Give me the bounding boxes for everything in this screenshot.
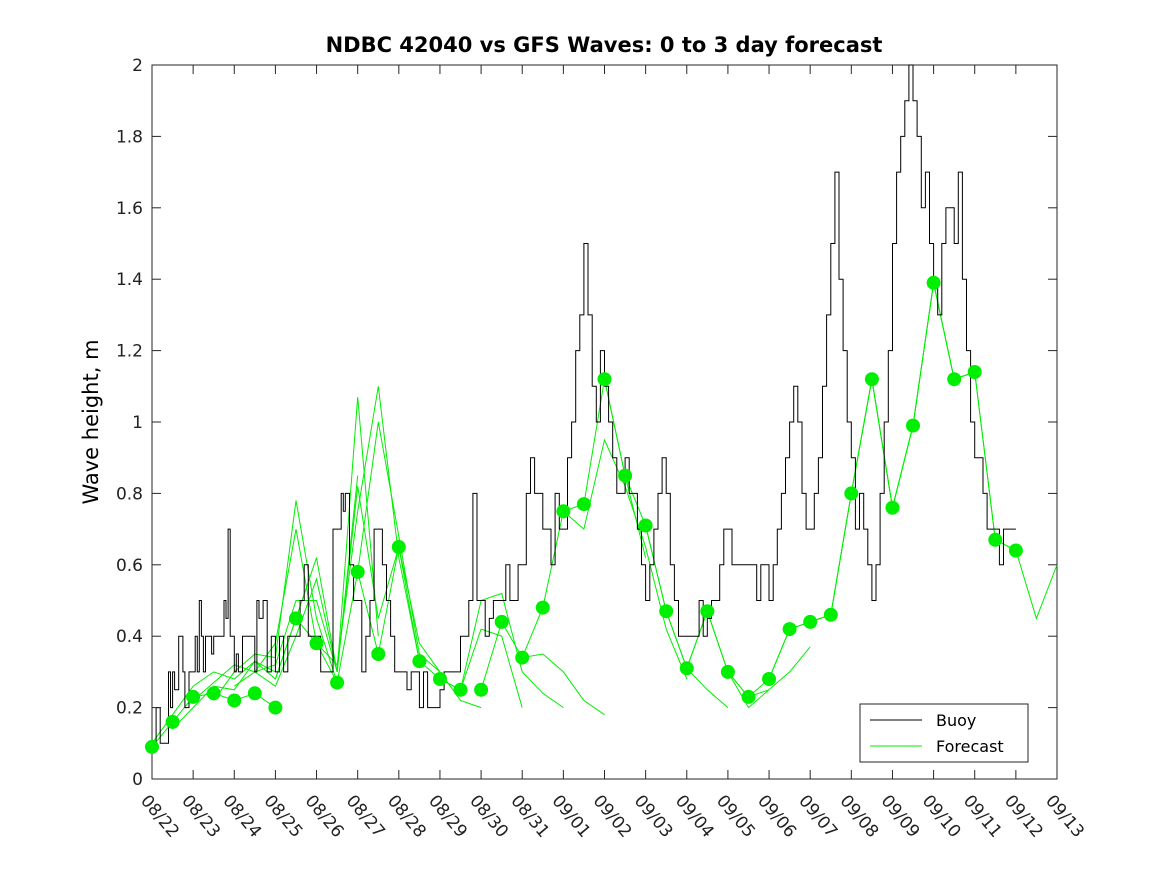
plot-frame xyxy=(151,64,1058,780)
forecast-marker xyxy=(145,739,159,754)
chart-title: NDBC 42040 vs GFS Waves: 0 to 3 day fore… xyxy=(326,33,883,57)
y-tick-label: 1.4 xyxy=(116,270,143,290)
forecast-marker xyxy=(803,614,818,629)
plot-area: 00.20.40.60.811.21.41.61.82 08/2208/2308… xyxy=(116,56,1088,842)
forecast-marker xyxy=(906,418,920,433)
forecast-marker xyxy=(165,714,180,729)
forecast-marker xyxy=(433,672,447,686)
y-tick-label: 0.8 xyxy=(116,484,143,504)
forecast-marker xyxy=(864,372,879,387)
forecast-marker xyxy=(926,275,941,290)
forecast-marker xyxy=(227,693,242,708)
forecast-marker xyxy=(967,365,982,379)
forecast-marker xyxy=(535,600,550,615)
legend-label-buoy: Buoy xyxy=(936,711,976,730)
legend-label-forecast: Forecast xyxy=(936,737,1004,756)
forecast-marker xyxy=(1008,543,1023,558)
forecast-marker xyxy=(391,540,406,554)
forecast-marker xyxy=(844,486,859,501)
forecast-marker xyxy=(412,654,427,669)
forecast-marker xyxy=(371,647,386,661)
forecast-line xyxy=(254,396,379,687)
forecast-marker xyxy=(576,497,591,512)
y-tick-label: 0.2 xyxy=(116,699,143,719)
forecast-marker xyxy=(268,700,283,715)
forecast-marker xyxy=(741,689,756,704)
forecast-marker xyxy=(186,689,201,704)
buoy-line xyxy=(152,64,1016,744)
forecast-marker xyxy=(350,564,365,579)
y-tick-label: 1 xyxy=(132,413,143,433)
y-tick-label: 1.6 xyxy=(116,199,143,219)
forecast-marker xyxy=(720,664,735,679)
forecast-marker xyxy=(988,532,1003,547)
forecast-marker xyxy=(474,682,489,697)
y-axis-label: Wave height, m xyxy=(79,339,103,504)
forecast-marker xyxy=(659,604,674,619)
legend-box xyxy=(859,703,1029,763)
forecast-marker xyxy=(453,682,468,697)
forecast-marker-group xyxy=(145,275,1023,754)
y-tick-label: 0.6 xyxy=(116,556,143,576)
forecast-marker xyxy=(494,614,509,629)
y-axis-ticks: 0 0.2 0.4 0.6 0.8 1 1.2 1.4 1.6 1.8 2 xyxy=(116,56,1057,790)
forecast-marker xyxy=(823,607,838,622)
forecast-marker xyxy=(556,504,571,519)
forecast-marker xyxy=(762,672,776,686)
forecast-marker xyxy=(638,518,653,533)
y-tick-label: 1.8 xyxy=(116,127,143,147)
legend: Buoy Forecast xyxy=(859,703,1029,763)
forecast-marker xyxy=(947,372,962,387)
forecast-marker xyxy=(515,650,530,665)
forecast-marker xyxy=(247,686,262,701)
forecast-marker xyxy=(597,372,612,387)
forecast-marker xyxy=(206,686,221,701)
y-tick-label: 0 xyxy=(132,770,143,790)
forecast-marker xyxy=(700,604,715,619)
forecast-marker xyxy=(679,661,694,676)
forecast-marker xyxy=(885,500,900,515)
y-tick-label: 0.4 xyxy=(116,627,143,647)
buoy-line-group xyxy=(152,64,1016,744)
forecast-marker xyxy=(782,622,797,637)
forecast-marker xyxy=(618,468,633,483)
y-tick-label: 1.2 xyxy=(116,342,143,362)
forecast-marker xyxy=(330,675,345,690)
forecast-marker xyxy=(309,636,324,651)
forecast-marker xyxy=(289,611,303,626)
y-tick-label: 2 xyxy=(132,56,143,76)
